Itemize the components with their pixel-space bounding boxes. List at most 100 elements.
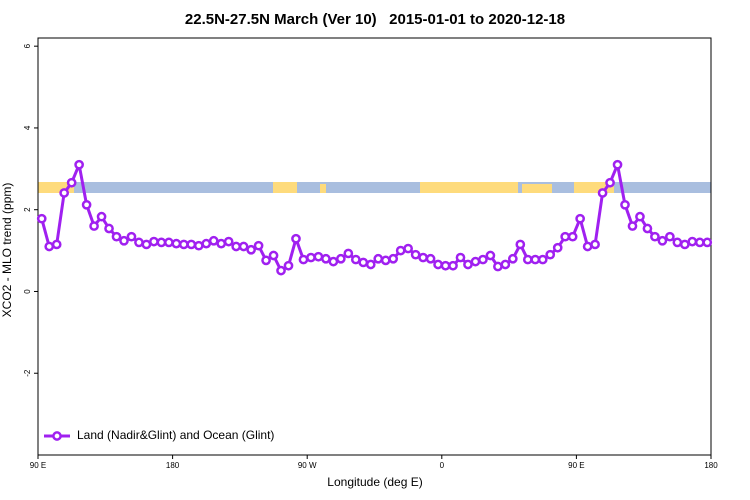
data-point <box>448 260 458 271</box>
data-point <box>298 254 309 265</box>
ocean-strip <box>38 182 711 193</box>
legend-marker <box>52 431 62 441</box>
data-point <box>216 238 227 249</box>
x-tick-label: 90 E <box>30 461 46 470</box>
chart-title: 22.5N-27.5N March (Ver 10) 2015-01-01 to… <box>185 11 565 28</box>
x-tick-label: 90 W <box>298 461 317 470</box>
legend-label: Land (Nadir&Glint) and Ocean (Glint) <box>77 428 274 442</box>
data-point <box>261 255 271 266</box>
data-point <box>336 253 346 264</box>
data-point <box>74 159 84 170</box>
land-patch <box>522 184 552 193</box>
data-point <box>291 233 301 244</box>
data-point <box>597 188 608 198</box>
data-point <box>156 237 167 248</box>
data-point <box>231 241 242 252</box>
data-point <box>635 211 645 222</box>
data-point <box>560 231 571 242</box>
data-point <box>657 235 668 246</box>
data-point <box>507 253 518 264</box>
data-point <box>455 252 466 263</box>
data-point <box>552 242 563 253</box>
data-point <box>365 259 376 270</box>
data-point <box>44 241 55 252</box>
data-point <box>276 265 286 276</box>
land-patch <box>574 182 614 193</box>
data-point <box>119 235 129 246</box>
x-axis-title: Longitude (deg E) <box>327 475 422 489</box>
data-point <box>223 236 234 247</box>
data-point <box>575 213 585 224</box>
data-point <box>164 237 174 248</box>
data-point <box>433 259 443 270</box>
data-point <box>567 231 578 242</box>
data-point <box>134 237 144 248</box>
data-point <box>590 239 600 250</box>
y-tick-label: 4 <box>23 125 32 130</box>
data-point <box>694 237 705 248</box>
data-point <box>500 259 511 270</box>
data-point <box>149 236 159 247</box>
map-strip <box>38 182 711 193</box>
data-point <box>81 199 92 210</box>
data-point <box>440 260 451 271</box>
data-point <box>650 231 660 242</box>
data-point <box>306 252 316 263</box>
data-point <box>470 256 481 267</box>
data-point <box>522 254 533 265</box>
data-point <box>672 237 683 248</box>
data-point <box>388 253 399 264</box>
data-point <box>201 238 212 249</box>
data-point <box>111 231 122 242</box>
data-point <box>537 254 548 265</box>
data-point <box>186 239 197 250</box>
data-point <box>313 251 324 262</box>
data-point <box>702 237 713 248</box>
data-point <box>141 239 152 250</box>
data-point <box>410 249 421 260</box>
y-tick-label: 2 <box>23 207 32 212</box>
data-point <box>283 260 294 271</box>
data-point <box>478 254 488 265</box>
data-point <box>51 239 62 250</box>
y-tick-label: 0 <box>23 289 32 294</box>
data-point <box>96 211 107 222</box>
data-point <box>485 250 496 261</box>
data-point <box>620 199 630 210</box>
data-point <box>358 257 369 268</box>
data-point <box>36 213 47 224</box>
data-point <box>208 235 219 246</box>
data-point <box>193 240 204 251</box>
data-point <box>238 241 249 252</box>
data-point <box>350 254 361 265</box>
data-point <box>403 243 413 254</box>
data-point <box>246 244 256 255</box>
data-point <box>59 188 70 198</box>
data-point <box>104 223 114 234</box>
data-point <box>515 239 526 250</box>
land-patch <box>320 184 326 193</box>
data-point <box>463 259 473 270</box>
data-point <box>343 248 354 259</box>
data-point <box>171 238 182 249</box>
data-point <box>530 254 541 265</box>
data-point <box>582 241 593 252</box>
data-point <box>545 249 556 260</box>
data-point <box>642 223 653 234</box>
data-point <box>268 250 279 261</box>
data-point <box>373 253 384 264</box>
data-point <box>321 253 331 264</box>
x-tick-label: 180 <box>166 461 180 470</box>
data-point <box>328 256 339 267</box>
data-point <box>627 221 638 231</box>
data-point <box>253 240 264 251</box>
x-tick-label: 0 <box>440 461 445 470</box>
x-tick-label: 180 <box>704 461 718 470</box>
x-tick-label: 90 E <box>568 461 584 470</box>
data-point <box>395 245 406 256</box>
y-axis-title: XCO2 - MLO trend (ppm) <box>0 183 14 318</box>
data-point <box>687 236 698 247</box>
data-point <box>178 239 189 250</box>
